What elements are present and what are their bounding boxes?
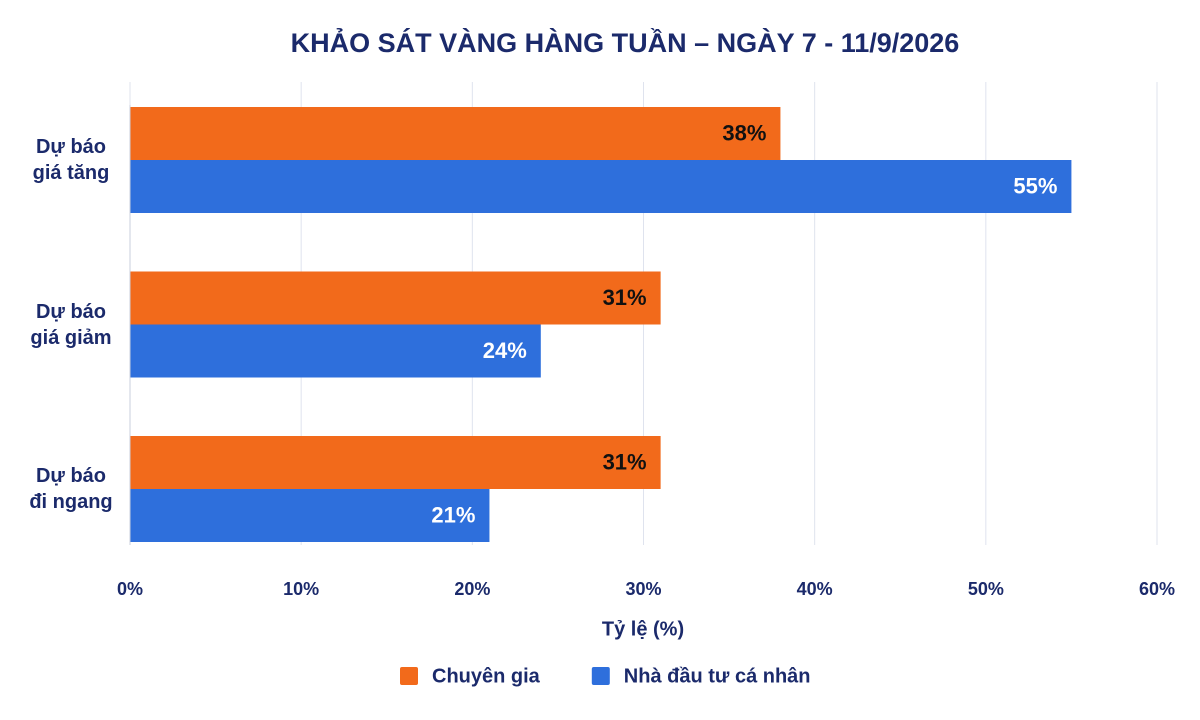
legend-label: Chuyên gia xyxy=(432,665,541,687)
y-tick-label: Dự báo giá tăng xyxy=(32,136,110,184)
x-tick-label: 30% xyxy=(625,579,661,599)
x-tick-label: 60% xyxy=(1139,579,1175,599)
value-label: 31% xyxy=(603,449,647,474)
legend-label: Nhà đầu tư cá nhân xyxy=(624,665,811,687)
bar xyxy=(130,271,661,325)
value-label: 55% xyxy=(1013,173,1057,198)
x-tick-label: 50% xyxy=(968,579,1004,599)
bar xyxy=(130,107,781,160)
chart-title: KHẢO SÁT VÀNG HÀNG TUẦN – NGÀY 7 - 11/9/… xyxy=(291,26,960,58)
y-tick-label: Dự báo giá giảm xyxy=(30,300,112,349)
bar xyxy=(130,436,661,489)
x-tick-label: 40% xyxy=(797,579,833,599)
bar xyxy=(130,489,490,542)
x-tick-label: 0% xyxy=(117,579,143,599)
bar xyxy=(130,324,541,378)
x-tick-label: 10% xyxy=(283,579,319,599)
value-label: 21% xyxy=(431,502,475,527)
legend-swatch xyxy=(400,667,418,685)
bar xyxy=(130,160,1072,213)
x-tick-label: 20% xyxy=(454,579,490,599)
y-tick-label: Dự báo đi ngang xyxy=(29,465,113,513)
value-label: 38% xyxy=(722,120,766,145)
legend-swatch xyxy=(591,667,610,685)
x-axis-label: Tỷ lệ (%) xyxy=(602,618,684,640)
value-label: 24% xyxy=(483,338,527,363)
value-label: 31% xyxy=(603,285,647,310)
